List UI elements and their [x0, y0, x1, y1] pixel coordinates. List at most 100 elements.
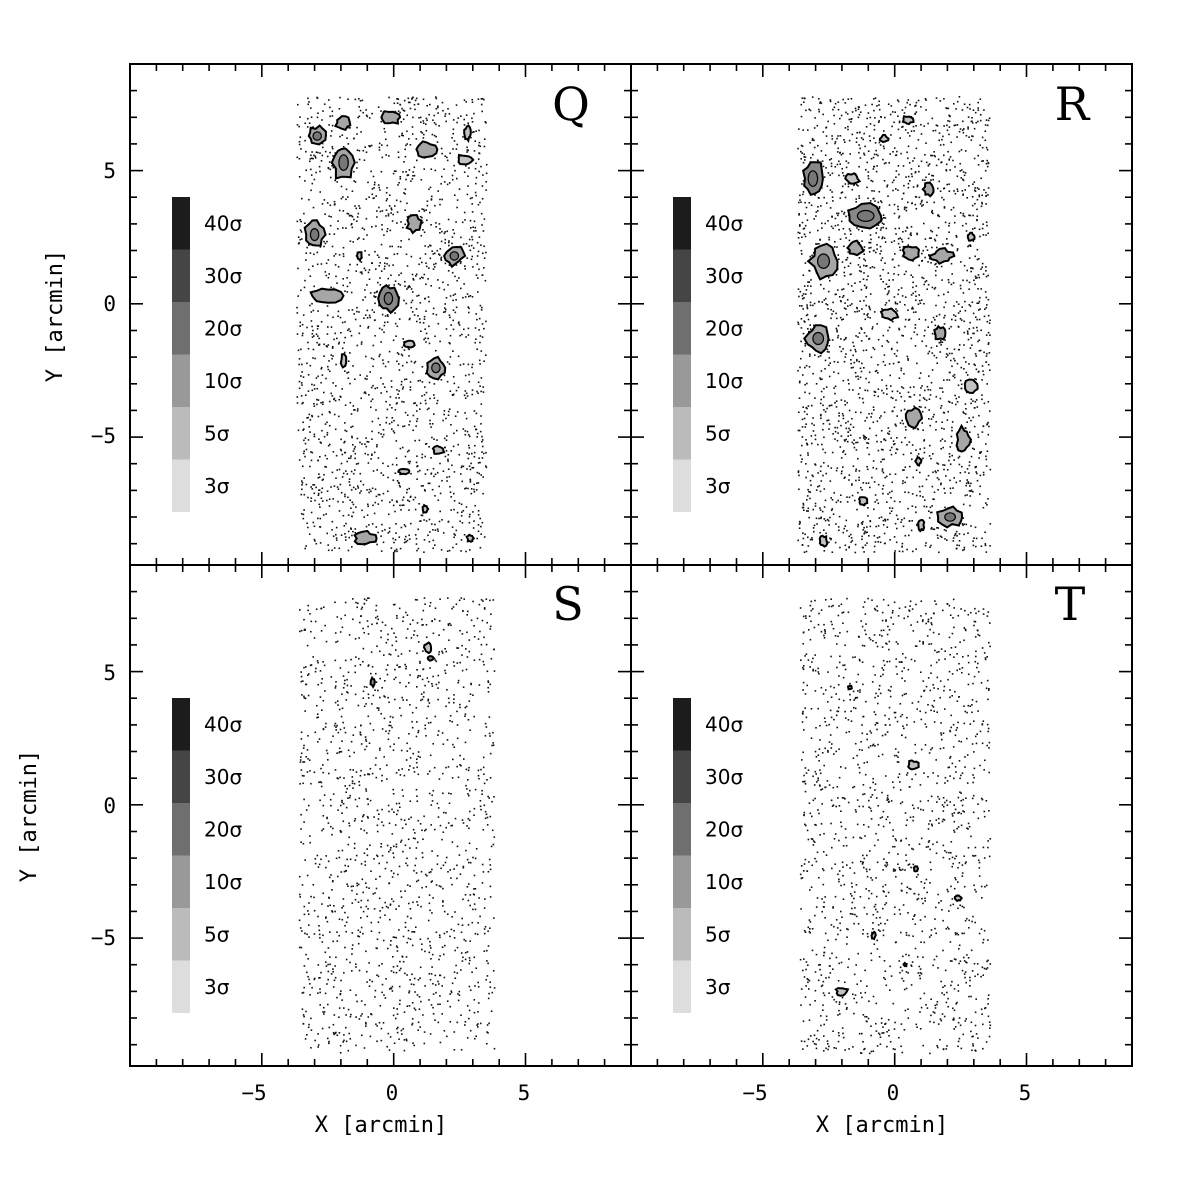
noise-dot	[797, 147, 799, 150]
noise-dot	[361, 227, 364, 229]
noise-dot	[342, 284, 344, 287]
noise-dot	[413, 174, 416, 177]
noise-dot	[927, 164, 930, 167]
noise-dot	[429, 257, 432, 260]
noise-dot	[468, 444, 470, 447]
noise-dot	[334, 399, 337, 402]
noise-dot	[436, 863, 439, 865]
noise-dot	[356, 126, 358, 129]
noise-dot	[298, 242, 300, 244]
noise-dot	[315, 333, 318, 335]
noise-dot	[901, 126, 903, 128]
noise-dot	[861, 397, 864, 400]
noise-dot	[391, 463, 394, 466]
noise-dot	[950, 435, 953, 438]
noise-dot	[348, 822, 350, 824]
noise-dot	[427, 698, 430, 701]
noise-dot	[416, 841, 419, 844]
noise-dot	[322, 110, 324, 112]
noise-dot	[485, 189, 487, 191]
noise-dot	[323, 199, 326, 201]
noise-dot	[331, 471, 334, 474]
noise-dot	[958, 544, 960, 547]
noise-dot	[904, 106, 907, 109]
noise-dot	[298, 358, 301, 360]
noise-dot	[368, 773, 371, 776]
noise-dot	[320, 381, 322, 384]
noise-dot	[320, 321, 323, 323]
noise-dot	[986, 159, 988, 162]
noise-dot	[452, 376, 455, 378]
noise-dot	[976, 479, 979, 482]
noise-dot	[464, 430, 467, 432]
noise-dot	[396, 98, 398, 100]
noise-dot	[838, 529, 840, 532]
noise-dot	[950, 359, 952, 362]
noise-dot	[897, 128, 900, 131]
noise-dot	[883, 438, 886, 440]
noise-dot	[803, 227, 806, 230]
noise-dot	[434, 529, 437, 531]
noise-dot	[298, 143, 301, 146]
noise-dot	[863, 551, 865, 553]
noise-dot	[493, 987, 496, 989]
noise-dot	[405, 665, 407, 668]
noise-dot	[442, 470, 445, 472]
noise-dot	[487, 945, 490, 947]
noise-dot	[448, 549, 451, 552]
noise-dot	[335, 477, 337, 479]
noise-dot	[448, 475, 451, 478]
noise-dot	[898, 120, 901, 123]
noise-dot	[929, 511, 932, 514]
noise-dot	[463, 758, 465, 760]
noise-dot	[867, 177, 870, 180]
noise-dot	[395, 532, 397, 534]
noise-dot	[855, 141, 858, 143]
noise-dot	[307, 694, 310, 697]
noise-dot	[332, 346, 334, 348]
noise-dot	[443, 181, 446, 183]
noise-dot	[320, 442, 322, 444]
noise-dot	[811, 537, 813, 539]
noise-dot	[835, 406, 838, 408]
noise-dot	[374, 989, 377, 992]
noise-dot	[401, 132, 403, 135]
noise-dot	[866, 447, 869, 449]
noise-dot	[345, 1040, 348, 1043]
noise-dot	[387, 361, 390, 363]
noise-dot	[935, 471, 937, 474]
noise-dot	[372, 470, 375, 472]
noise-dot	[916, 184, 919, 187]
noise-dot	[379, 277, 381, 279]
noise-dot	[920, 123, 922, 126]
noise-dot	[339, 1044, 342, 1047]
noise-dot	[979, 485, 981, 488]
noise-dot	[311, 383, 313, 386]
noise-dot	[301, 323, 304, 326]
noise-dot	[301, 488, 303, 491]
noise-dot	[388, 730, 391, 732]
noise-dot	[332, 155, 334, 157]
noise-dot	[843, 211, 846, 214]
noise-dot	[804, 213, 807, 215]
noise-dot	[344, 321, 346, 323]
noise-dot	[452, 309, 455, 311]
noise-dot	[366, 284, 368, 286]
noise-dot	[365, 109, 367, 111]
noise-dot	[444, 446, 446, 449]
noise-dot	[837, 108, 840, 111]
noise-dot	[335, 454, 338, 457]
noise-dot	[388, 284, 390, 286]
noise-dot	[989, 410, 991, 412]
noise-dot	[437, 499, 440, 501]
noise-dot	[357, 602, 359, 605]
noise-dot	[951, 429, 953, 432]
noise-dot	[446, 156, 448, 159]
noise-dot	[924, 329, 926, 332]
noise-dot	[842, 152, 844, 155]
noise-dot	[857, 375, 859, 378]
noise-dot	[835, 274, 838, 276]
noise-dot	[403, 425, 406, 427]
noise-dot	[856, 184, 858, 186]
noise-dot	[821, 160, 824, 162]
